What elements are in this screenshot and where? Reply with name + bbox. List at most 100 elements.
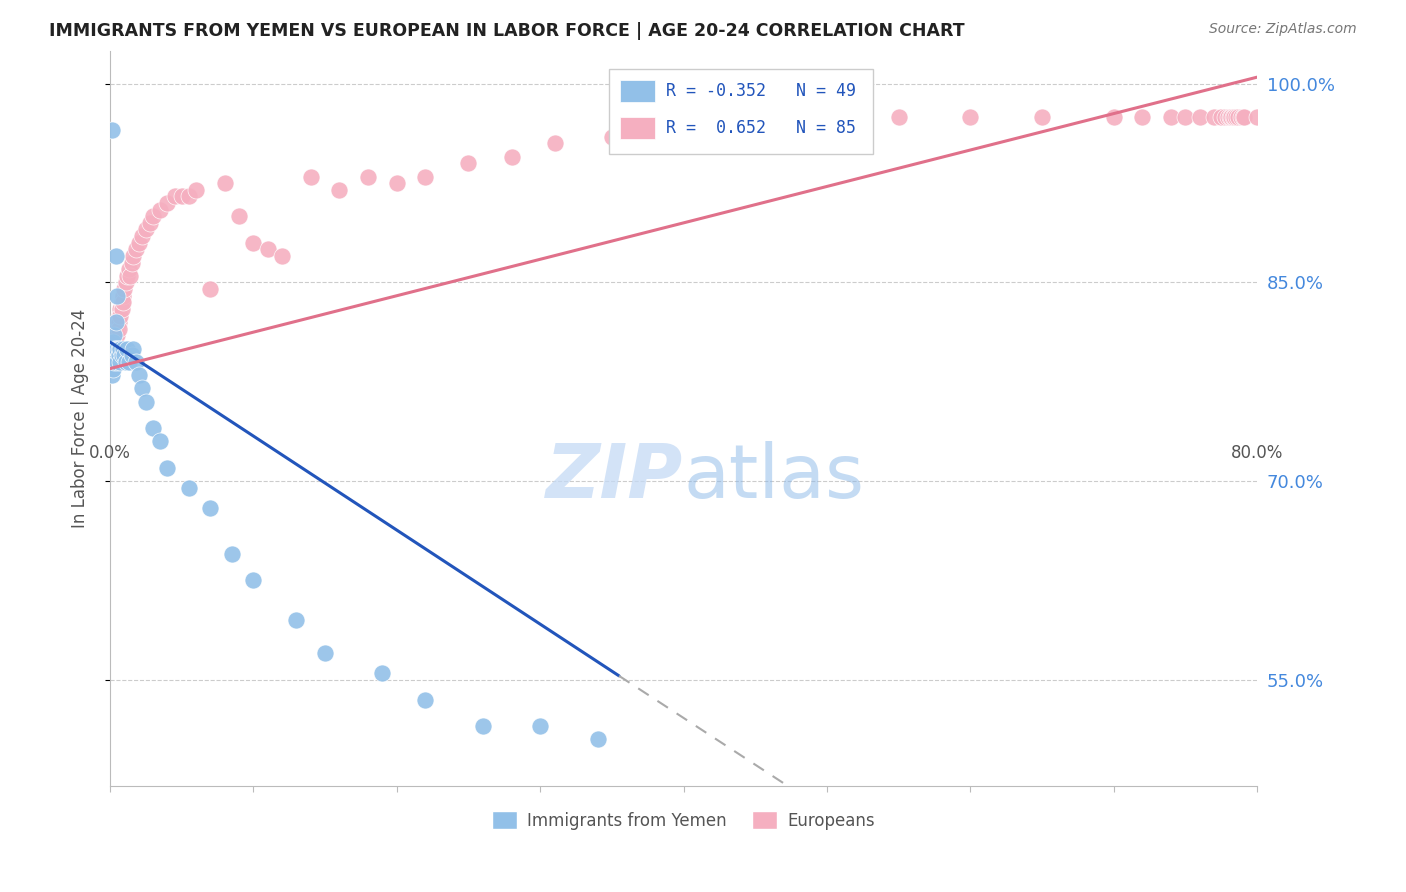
Point <box>200 282 222 296</box>
Point <box>242 235 264 250</box>
Point <box>100 342 122 356</box>
Point <box>1130 110 1153 124</box>
Point <box>1174 110 1197 124</box>
Point <box>103 328 125 343</box>
Point <box>200 500 222 515</box>
Point <box>299 169 322 184</box>
Point <box>104 315 127 329</box>
Point <box>101 348 124 362</box>
Point <box>104 322 127 336</box>
Point <box>105 315 128 329</box>
Point <box>177 481 200 495</box>
Point <box>135 222 157 236</box>
Point <box>1218 110 1240 124</box>
Point <box>1031 110 1053 124</box>
Point <box>108 355 131 369</box>
Point <box>371 666 394 681</box>
Point <box>131 381 153 395</box>
Point <box>170 189 193 203</box>
Point <box>357 169 380 184</box>
Point <box>457 156 479 170</box>
Point <box>101 348 124 362</box>
Point <box>111 295 134 310</box>
Point <box>125 243 148 257</box>
Point <box>105 328 128 343</box>
Point <box>117 268 139 283</box>
Legend: Immigrants from Yemen, Europeans: Immigrants from Yemen, Europeans <box>485 805 882 837</box>
Point <box>110 301 132 316</box>
Point <box>107 348 129 362</box>
Point <box>121 255 143 269</box>
Y-axis label: In Labor Force | Age 20-24: In Labor Force | Age 20-24 <box>72 309 89 528</box>
Point <box>128 368 150 383</box>
Point <box>385 176 408 190</box>
Point <box>122 342 145 356</box>
Text: IMMIGRANTS FROM YEMEN VS EUROPEAN IN LABOR FORCE | AGE 20-24 CORRELATION CHART: IMMIGRANTS FROM YEMEN VS EUROPEAN IN LAB… <box>49 22 965 40</box>
Point <box>108 342 131 356</box>
Point <box>103 348 125 362</box>
Point <box>415 169 437 184</box>
Point <box>110 295 132 310</box>
Point <box>103 334 125 349</box>
Point <box>221 547 243 561</box>
Point <box>149 434 172 449</box>
Point <box>959 110 981 124</box>
Point <box>156 461 179 475</box>
Point <box>107 322 129 336</box>
Point <box>586 732 609 747</box>
Point <box>600 129 623 144</box>
Point <box>101 334 124 349</box>
Point <box>115 355 138 369</box>
Point <box>103 355 125 369</box>
Point <box>103 342 125 356</box>
Point <box>105 289 128 303</box>
Point <box>122 249 145 263</box>
Point <box>103 348 125 362</box>
Point <box>101 334 124 349</box>
Point <box>529 719 551 733</box>
Point <box>107 342 129 356</box>
Point <box>112 282 135 296</box>
Point <box>177 189 200 203</box>
Point <box>256 243 278 257</box>
FancyBboxPatch shape <box>609 69 873 153</box>
Point <box>1211 110 1233 124</box>
Point <box>1215 110 1237 124</box>
Point <box>228 209 250 223</box>
Text: atlas: atlas <box>683 441 865 514</box>
Point <box>104 328 127 343</box>
Point <box>1219 110 1241 124</box>
Point <box>501 150 523 164</box>
Point <box>1227 110 1250 124</box>
Point <box>415 692 437 706</box>
Point <box>100 355 122 369</box>
Point <box>118 355 141 369</box>
Point <box>543 136 565 151</box>
Point <box>815 110 838 124</box>
Point <box>271 249 294 263</box>
Point <box>672 123 695 137</box>
Point <box>1232 110 1254 124</box>
Point <box>100 348 122 362</box>
Point <box>1102 110 1125 124</box>
Bar <box>620 117 655 139</box>
Point <box>285 613 308 627</box>
Point <box>1225 110 1247 124</box>
Point <box>112 348 135 362</box>
Point <box>108 309 131 323</box>
Point <box>156 196 179 211</box>
Text: ZIP: ZIP <box>547 441 683 514</box>
Text: R =  0.652   N = 85: R = 0.652 N = 85 <box>666 119 856 136</box>
Point <box>105 355 128 369</box>
Point <box>100 368 122 383</box>
Point <box>111 342 134 356</box>
Point <box>115 276 138 290</box>
Point <box>108 301 131 316</box>
Point <box>100 342 122 356</box>
Point <box>111 289 134 303</box>
Point <box>121 348 143 362</box>
Point <box>125 355 148 369</box>
Point <box>149 202 172 217</box>
Point <box>1246 110 1268 124</box>
Point <box>107 309 129 323</box>
